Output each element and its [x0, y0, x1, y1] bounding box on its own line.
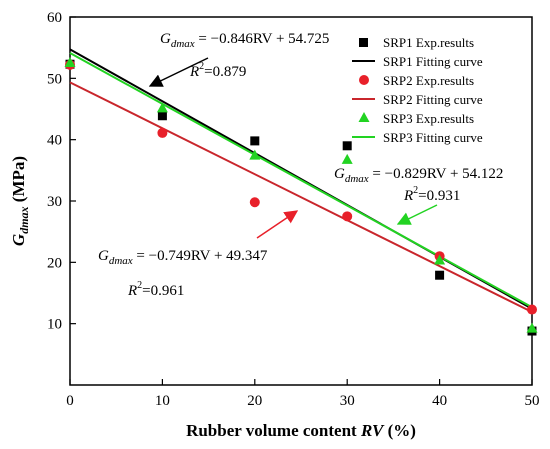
legend-label-srp3-points: SRP3 Exp.results	[383, 111, 474, 126]
legend-marker-srp1-points	[359, 38, 368, 47]
srp3-exp-results-point-30	[341, 153, 353, 164]
srp2-exp-results-point-10	[157, 127, 168, 138]
annotation-srp3-r2: R2=0.931	[403, 185, 460, 204]
y-axis-title-suffix: (MPa)	[9, 156, 28, 207]
legend-label-srp1-line: SRP1 Fitting curve	[383, 54, 483, 69]
annotation-srp2-r2: R2=0.961	[127, 280, 184, 299]
x-axis-title-suffix: (%)	[383, 421, 416, 440]
x-tick-label-50: 50	[525, 393, 540, 409]
annotation-srp1-r2-label: R	[189, 64, 199, 80]
srp1-exp-results-point-40	[435, 270, 445, 280]
data-points	[64, 57, 538, 336]
annotation-srp1: Gdmax = −0.846RV + 54.725 R2=0.879	[148, 31, 329, 87]
annotation-srp3-rhs: = −0.829RV + 54.122	[369, 166, 504, 182]
srp1-exp-results-point-20	[250, 136, 260, 146]
legend-label-srp3-line: SRP3 Fitting curve	[383, 130, 483, 145]
annotation-srp3-arrow	[396, 204, 438, 225]
srp3-exp-results-point-50	[526, 322, 538, 333]
x-tick-label-0: 0	[66, 393, 74, 409]
annotation-srp3: Gdmax = −0.829RV + 54.122 R2=0.931	[334, 166, 503, 225]
annotation-srp1-r2-exp: 2	[199, 61, 204, 72]
srp3-exp-results-point-20	[249, 149, 261, 160]
legend: SRP1 Exp.results SRP1 Fitting curve SRP2…	[352, 35, 483, 145]
y-axis-title-main: G	[9, 233, 28, 246]
annotation-srp3-equation: Gdmax = −0.829RV + 54.122	[334, 166, 503, 185]
srp3-fitting-curve	[69, 52, 533, 309]
annotation-srp3-r2-exp: 2	[413, 185, 418, 196]
y-tick-label-50: 50	[47, 71, 62, 87]
x-tick-label-30: 30	[340, 393, 355, 409]
y-tick-label-10: 10	[47, 317, 62, 333]
srp1-exp-results-point-30	[342, 141, 352, 151]
y-tick-label-30: 30	[47, 194, 62, 210]
legend-marker-srp2-points	[359, 75, 369, 85]
legend-marker-srp3-points	[358, 112, 370, 122]
srp3-exp-results-point-40	[434, 254, 446, 265]
x-tick-label-40: 40	[432, 393, 447, 409]
annotation-srp2-r2-label: R	[127, 283, 137, 299]
srp2-exp-results-point-30	[342, 211, 353, 222]
srp1-exp-results-point-10	[157, 111, 167, 121]
srp2-fitting-curve	[69, 81, 533, 313]
y-axis-title-sub: dmax	[17, 206, 31, 233]
x-axis-title-text: Rubber volume content	[186, 421, 361, 440]
annotation-srp2-lhs: G	[98, 248, 109, 264]
annotation-srp3-lhs-sub: dmax	[345, 173, 369, 185]
annotation-srp2: Gdmax = −0.749RV + 49.347 R2=0.961	[98, 210, 299, 299]
y-tick-label-40: 40	[47, 133, 62, 149]
annotation-srp2-r2-exp: 2	[137, 280, 142, 291]
annotation-srp2-lhs-sub: dmax	[109, 255, 133, 267]
annotation-srp3-lhs: G	[334, 166, 345, 182]
annotation-srp1-lhs: G	[160, 31, 171, 47]
x-axis-title-italic: RV	[360, 421, 385, 440]
srp3-exp-results-point-10	[156, 102, 168, 113]
srp2-exp-results-point-50	[527, 304, 537, 315]
annotation-srp1-r2-value: =0.879	[204, 64, 246, 80]
annotation-srp3-r2-value: =0.931	[418, 188, 460, 204]
annotation-srp1-r2: R2=0.879	[189, 61, 246, 80]
annotation-srp1-rhs: = −0.846RV + 54.725	[195, 31, 330, 47]
x-axis-title: Rubber volume content RV (%)	[186, 421, 416, 440]
annotation-srp2-r2-value: =0.961	[142, 283, 184, 299]
y-tick-label-20: 20	[47, 255, 62, 271]
y-axis-title: Gdmax (MPa)	[9, 156, 31, 246]
legend-label-srp2-points: SRP2 Exp.results	[383, 73, 474, 88]
annotation-srp1-lhs-sub: dmax	[171, 38, 195, 50]
srp2-exp-results-point-20	[249, 197, 260, 208]
fit-lines	[69, 48, 533, 313]
annotation-srp2-arrow	[256, 210, 299, 239]
x-tick-label-20: 20	[247, 393, 262, 409]
y-tick-label-60: 60	[47, 10, 62, 26]
x-tick-label-10: 10	[155, 393, 170, 409]
legend-label-srp2-line: SRP2 Fitting curve	[383, 92, 483, 107]
annotation-srp1-arrow	[148, 57, 209, 87]
annotation-srp2-equation: Gdmax = −0.749RV + 49.347	[98, 248, 268, 267]
srp3-exp-results-point-0	[64, 57, 76, 67]
annotation-srp2-rhs: = −0.749RV + 49.347	[133, 248, 268, 264]
legend-label-srp1-points: SRP1 Exp.results	[383, 35, 474, 50]
annotation-srp1-equation: Gdmax = −0.846RV + 54.725	[160, 31, 329, 50]
annotation-srp3-r2-label: R	[403, 188, 413, 204]
axis-ticks: 0 10 20 30 40 50 10 20 30 40 50 60	[47, 10, 540, 409]
